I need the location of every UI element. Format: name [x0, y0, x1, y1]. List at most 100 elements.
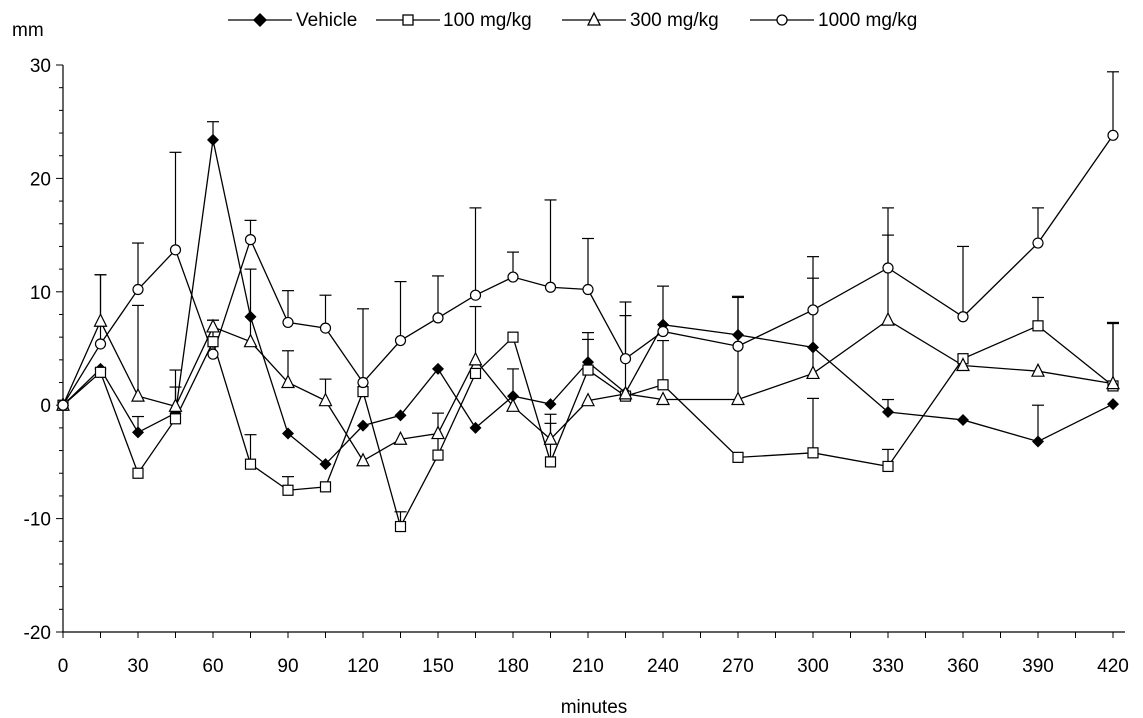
x-tick-label: 180	[497, 656, 529, 677]
data-point-1000-mg-kg	[1107, 129, 1119, 141]
data-point-300-mg-kg	[206, 318, 220, 333]
data-point-100-mg-kg	[1032, 320, 1044, 332]
data-point-100-mg-kg	[207, 336, 219, 348]
data-point-100-mg-kg	[882, 460, 894, 473]
legend-label-1000-mg-kg: 1000 mg/kg	[818, 10, 917, 31]
x-tick-label: 0	[58, 656, 69, 677]
x-axis-label: minutes	[561, 697, 628, 718]
data-point-100-mg-kg	[807, 447, 819, 459]
data-point-300-mg-kg	[168, 397, 183, 412]
data-point-300-mg-kg	[93, 312, 108, 327]
data-point-vehicle	[544, 398, 557, 411]
data-point-300-mg-kg	[393, 430, 408, 445]
data-point-300-mg-kg	[656, 391, 670, 406]
data-point-1000-mg-kg	[619, 353, 632, 365]
data-point-1000-mg-kg	[169, 244, 182, 256]
series-markers	[56, 129, 1120, 533]
data-point-100-mg-kg	[432, 449, 444, 461]
series-line-vehicle	[62, 139, 1114, 466]
legend-item-vehicle: Vehicle	[228, 10, 357, 31]
legend-label-100-mg-kg: 100 mg/kg	[443, 10, 532, 31]
legend-item-100-mg-kg: 100 mg/kg	[376, 10, 532, 31]
x-tick-label: 120	[347, 656, 379, 677]
data-point-100-mg-kg	[169, 413, 182, 425]
data-point-300-mg-kg	[468, 351, 483, 366]
data-point-1000-mg-kg	[657, 325, 669, 338]
data-point-100-mg-kg	[582, 364, 594, 376]
data-point-vehicle	[507, 390, 519, 403]
data-point-300-mg-kg	[281, 374, 295, 389]
x-tick-label: 210	[572, 656, 604, 677]
data-point-vehicle	[207, 133, 219, 146]
data-point-100-mg-kg	[394, 520, 407, 533]
legend-label-300-mg-kg: 300 mg/kg	[630, 10, 719, 31]
data-point-300-mg-kg	[1106, 375, 1120, 390]
data-point-300-mg-kg	[543, 430, 558, 445]
data-point-1000-mg-kg	[207, 348, 219, 360]
series-lines	[62, 134, 1114, 529]
data-point-vehicle	[394, 409, 407, 422]
data-point-300-mg-kg	[1031, 362, 1045, 377]
data-point-vehicle	[319, 458, 332, 471]
x-tick-label: 390	[1022, 656, 1054, 677]
data-point-1000-mg-kg	[57, 399, 69, 411]
x-tick-label: 90	[277, 656, 298, 677]
y-tick-label: -20	[24, 623, 51, 644]
data-point-1000-mg-kg	[882, 262, 894, 274]
data-point-1000-mg-kg	[807, 304, 819, 316]
data-point-300-mg-kg	[318, 392, 333, 407]
data-point-vehicle	[469, 421, 482, 434]
data-point-1000-mg-kg	[957, 311, 969, 323]
data-point-1000-mg-kg	[357, 376, 369, 389]
data-point-1000-mg-kg	[1032, 237, 1044, 249]
y-tick-label: 0	[40, 396, 51, 417]
data-point-300-mg-kg	[806, 365, 820, 380]
data-point-1000-mg-kg	[94, 338, 107, 350]
data-point-300-mg-kg	[881, 311, 895, 326]
y-tick-label: 20	[30, 169, 51, 190]
data-point-100-mg-kg	[319, 481, 332, 493]
y-tick-label: -10	[24, 510, 51, 531]
x-tick-label: 270	[722, 656, 754, 677]
data-point-100-mg-kg	[132, 467, 144, 479]
x-tick-label: 420	[1097, 656, 1129, 677]
legend: Vehicle 100 mg/kg 300 mg/kg 1000 mg/kg	[228, 10, 917, 31]
data-point-1000-mg-kg	[244, 234, 257, 246]
data-point-vehicle	[244, 310, 257, 323]
legend-item-300-mg-kg: 300 mg/kg	[562, 10, 719, 31]
data-point-100-mg-kg	[507, 331, 519, 343]
data-point-100-mg-kg	[732, 451, 744, 463]
data-point-100-mg-kg	[244, 458, 257, 470]
data-point-300-mg-kg	[243, 333, 258, 348]
data-point-100-mg-kg	[469, 367, 482, 380]
data-point-1000-mg-kg	[282, 316, 294, 329]
x-tick-label: 300	[797, 656, 829, 677]
data-point-vehicle	[732, 328, 744, 341]
data-point-1000-mg-kg	[394, 334, 407, 347]
data-point-vehicle	[282, 427, 294, 440]
data-point-1000-mg-kg	[732, 340, 744, 352]
x-tick-label: 330	[872, 656, 904, 677]
x-tick-label: 360	[947, 656, 979, 677]
y-tick-label: 10	[30, 283, 51, 304]
data-point-1000-mg-kg	[507, 271, 519, 283]
data-point-300-mg-kg	[731, 391, 745, 406]
data-point-vehicle	[132, 426, 144, 439]
legend-label-vehicle: Vehicle	[296, 10, 357, 31]
data-point-100-mg-kg	[544, 456, 557, 468]
y-axis-label: mm	[12, 20, 44, 41]
data-point-vehicle	[357, 419, 369, 432]
data-point-1000-mg-kg	[319, 322, 332, 334]
data-point-300-mg-kg	[431, 425, 445, 440]
x-tick-label: 30	[127, 656, 148, 677]
x-tick-label: 150	[422, 656, 454, 677]
data-point-1000-mg-kg	[432, 312, 444, 324]
data-point-vehicle	[1107, 398, 1119, 411]
y-tick-label: 30	[30, 56, 51, 77]
x-tick-label: 60	[202, 656, 223, 677]
data-point-300-mg-kg	[956, 357, 970, 372]
data-point-vehicle	[1032, 435, 1044, 448]
data-point-vehicle	[882, 406, 894, 419]
data-point-1000-mg-kg	[469, 289, 482, 301]
